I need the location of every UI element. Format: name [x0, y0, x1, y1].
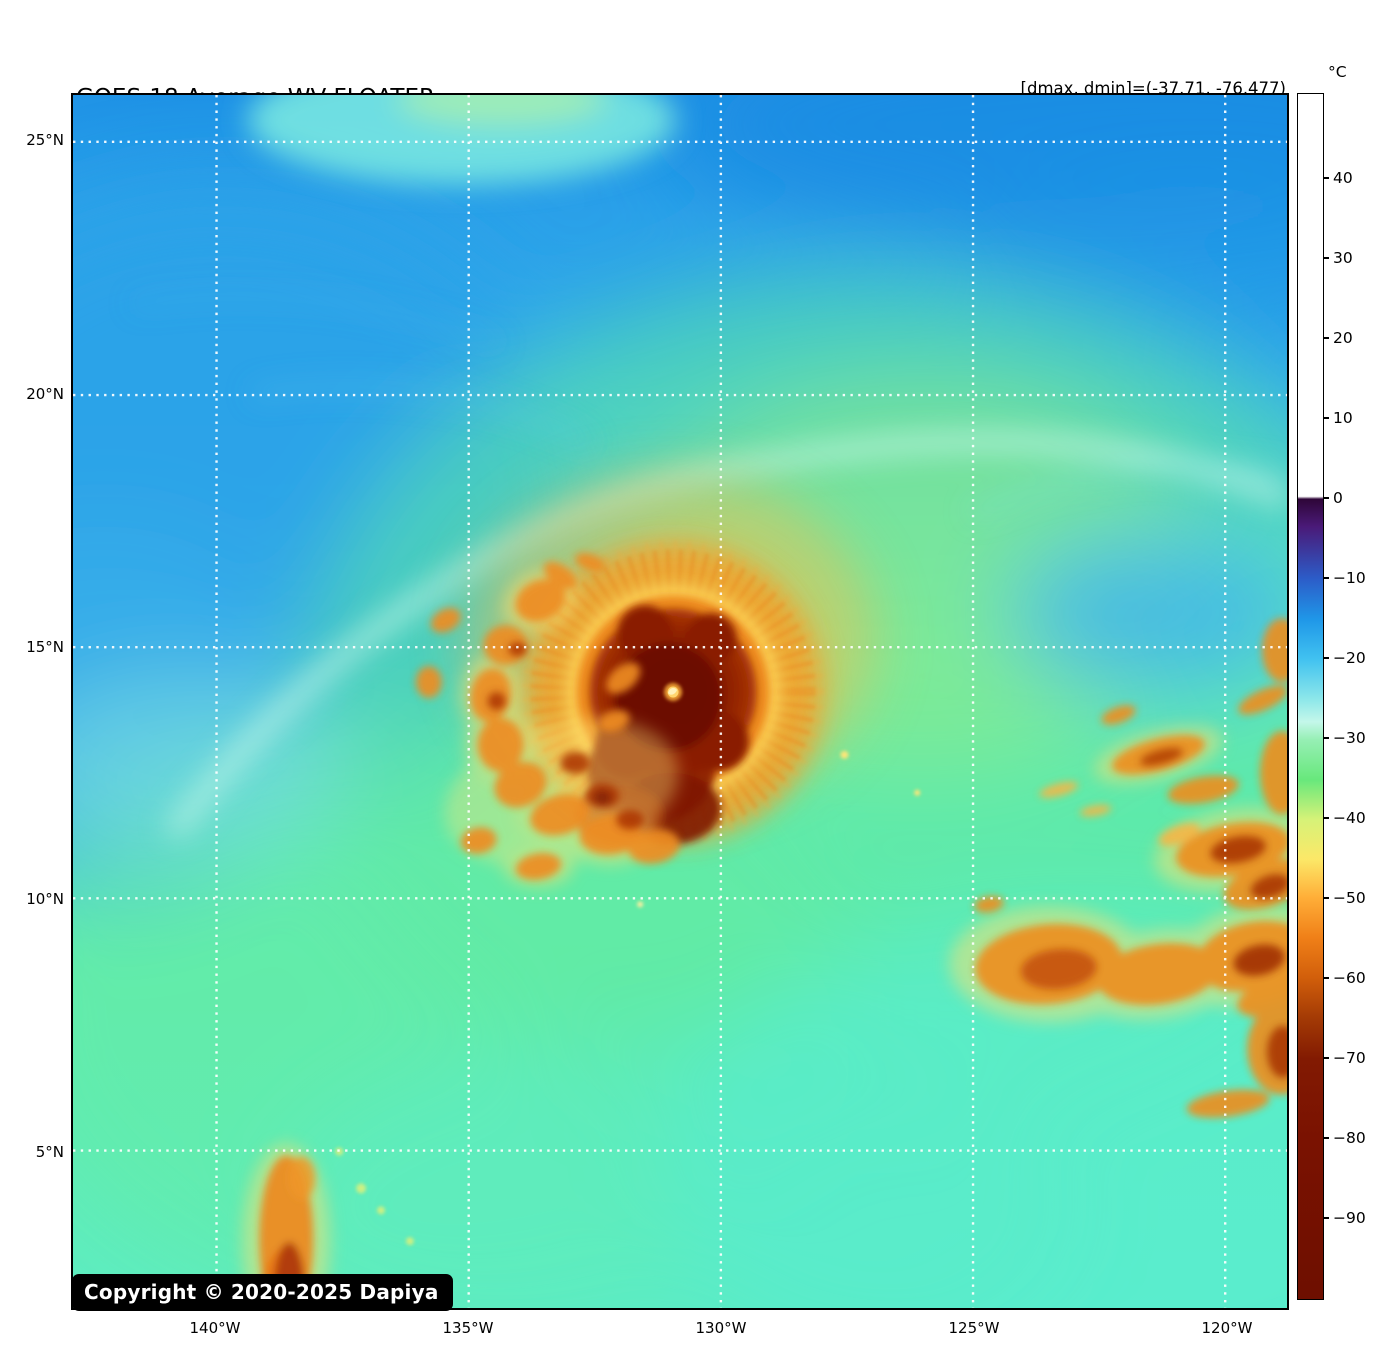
colorbar-ticklabel-20: 20	[1333, 329, 1353, 347]
speckles	[637, 750, 921, 908]
y-axis-label-10n: 10°N	[26, 890, 64, 908]
colorbar-tick	[1324, 1217, 1329, 1219]
convection-clusters-east	[949, 618, 1287, 1118]
colorbar-tick	[1324, 257, 1329, 259]
colorbar-tick	[1324, 577, 1329, 579]
colorbar-tick	[1324, 337, 1329, 339]
satellite-image	[73, 95, 1287, 1308]
moisture-wisps	[132, 95, 1287, 840]
colorbar-ticklabel-m50: −50	[1333, 889, 1366, 907]
y-axis-label-20n: 20°N	[26, 385, 64, 403]
gridlines	[73, 95, 1287, 1308]
x-axis-label-140w: 140°W	[189, 1319, 241, 1337]
colorbar-tick	[1324, 177, 1329, 179]
colorbar-ticklabel-m60: −60	[1333, 969, 1366, 987]
colorbar-tick	[1324, 817, 1329, 819]
colorbar-ticklabel-30: 30	[1333, 249, 1353, 267]
colorbar-ticklabel-m70: −70	[1333, 1049, 1366, 1067]
x-axis-label-125w: 125°W	[948, 1319, 1000, 1337]
hurricane-eye	[664, 683, 682, 702]
colorbar-tick	[1324, 417, 1329, 419]
colorbar-ticklabel-m40: −40	[1333, 809, 1366, 827]
colorbar-ticklabel-m30: −30	[1333, 729, 1366, 747]
spiral-bands-west	[415, 553, 680, 887]
colorbar-tick	[1324, 897, 1329, 899]
copyright-badge: Copyright © 2020-2025 Dapiya	[72, 1274, 453, 1311]
colorbar-ticklabel-m10: −10	[1333, 569, 1366, 587]
colorbar-ticklabel-m20: −20	[1333, 649, 1366, 667]
y-axis-label-25n: 25°N	[26, 131, 64, 149]
map-panel: Copyright © 2020-2025 Dapiya	[71, 93, 1289, 1311]
colorbar-tick	[1324, 1137, 1329, 1139]
colorbar-ticklabel-40: 40	[1333, 169, 1353, 187]
colorbar-tick	[1324, 497, 1329, 499]
colorbar-ticklabel-m90: −90	[1333, 1209, 1366, 1227]
colorbar-tick	[1324, 977, 1329, 979]
y-axis-label-5n: 5°N	[35, 1143, 64, 1161]
y-axis-label-15n: 15°N	[26, 638, 64, 656]
colorbar-tick	[1324, 657, 1329, 659]
x-axis-label-120w: 120°W	[1201, 1319, 1253, 1337]
colorbar-tick	[1324, 737, 1329, 739]
colorbar	[1297, 93, 1324, 1300]
colorbar-unit-label: °C	[1328, 63, 1347, 81]
colorbar-ticklabel-m80: −80	[1333, 1129, 1366, 1147]
colorbar-ticklabel-0: 0	[1333, 489, 1343, 507]
colorbar-tick	[1324, 1057, 1329, 1059]
colorbar-ticklabel-10: 10	[1333, 409, 1353, 427]
x-axis-label-130w: 130°W	[695, 1319, 747, 1337]
x-axis-label-135w: 135°W	[442, 1319, 494, 1337]
cirrus-streamers-inner	[530, 549, 816, 835]
